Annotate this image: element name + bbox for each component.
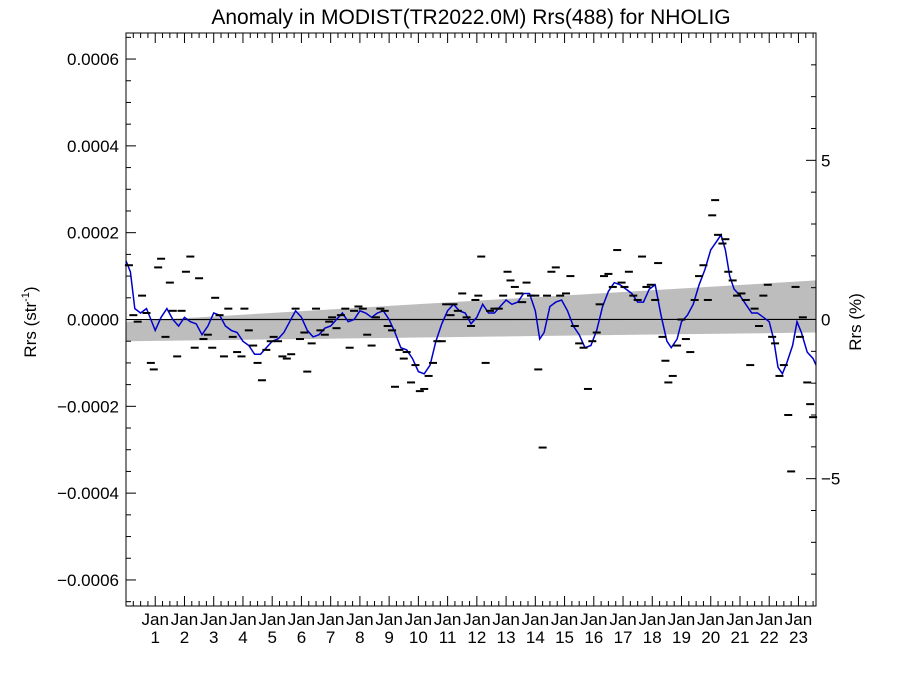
x-tick-label-month: Jan [258, 610, 285, 629]
y2-tick-label: 5 [821, 151, 830, 170]
x-tick-label-year: 21 [731, 628, 750, 647]
x-tick-label-year: 2 [180, 628, 189, 647]
data-points-layer [124, 199, 818, 473]
x-tick-label-year: 19 [672, 628, 691, 647]
y-tick-label: −0.0006 [57, 571, 119, 590]
right-y-axis: 5 0 −5 [806, 64, 840, 575]
y-tick-label: −0.0004 [57, 484, 119, 503]
x-tick-label-month: Jan [375, 610, 402, 629]
x-tick-label-year: 10 [409, 628, 428, 647]
x-tick-label-month: Jan [551, 610, 578, 629]
x-tick-label-month: Jan [142, 610, 169, 629]
x-tick-label-month: Jan [434, 610, 461, 629]
x-tick-label-month: Jan [639, 610, 666, 629]
y-tick-label: −0.0002 [57, 397, 119, 416]
smooth-series-line [125, 233, 817, 376]
x-tick-label-year: 4 [238, 628, 247, 647]
y-tick-label: 0.0002 [67, 224, 119, 243]
x-tick-label-year: 15 [555, 628, 574, 647]
x-tick-label-month: Jan [171, 610, 198, 629]
x-tick-label-year: 20 [701, 628, 720, 647]
x-tick-label-month: Jan [317, 610, 344, 629]
x-tick-label-month: Jan [288, 610, 315, 629]
x-tick-label-month: Jan [785, 610, 812, 629]
x-tick-label-month: Jan [726, 610, 753, 629]
y-axis-label-main: Rrs (str [21, 302, 40, 358]
x-tick-label-year: 8 [355, 628, 364, 647]
y-tick-label: 0.0004 [67, 137, 119, 156]
x-tick-label-year: 23 [789, 628, 808, 647]
x-tick-label-year: 1 [151, 628, 160, 647]
smooth-line-layer [125, 233, 817, 376]
x-tick-label-month: Jan [756, 610, 783, 629]
y2-tick-label: 0 [821, 311, 830, 330]
x-tick-label-year: 18 [643, 628, 662, 647]
y-axis-label: Rrs (str-1) [20, 286, 40, 357]
left-y-axis: 0.0006 0.0004 0.0002 0.0000 −0.0002 −0.0004 −0… [57, 36, 136, 603]
x-tick-label-month: Jan [346, 610, 373, 629]
x-axis: Jan1Jan2Jan3Jan4Jan5Jan6Jan7Jan8Jan9Jan1… [132, 33, 814, 647]
x-tick-label-year: 5 [267, 628, 276, 647]
x-tick-label-month: Jan [405, 610, 432, 629]
x-tick-label-year: 13 [497, 628, 516, 647]
x-tick-label-month: Jan [580, 610, 607, 629]
x-tick-label-year: 14 [526, 628, 545, 647]
x-tick-label-month: Jan [609, 610, 636, 629]
y-axis-label-superscript: -1 [20, 292, 32, 302]
y-tick-label: 0.0006 [67, 50, 119, 69]
x-tick-label-year: 7 [326, 628, 335, 647]
x-tick-label-year: 6 [297, 628, 306, 647]
x-tick-label-month: Jan [463, 610, 490, 629]
x-tick-label-year: 12 [467, 628, 486, 647]
x-tick-label-year: 22 [760, 628, 779, 647]
y2-tick-label: −5 [821, 470, 840, 489]
x-tick-label-year: 11 [439, 628, 457, 647]
confidence-band [126, 280, 816, 342]
y-tick-label: 0.0000 [67, 311, 119, 330]
x-tick-label-month: Jan [492, 610, 519, 629]
x-tick-label-month: Jan [697, 610, 724, 629]
x-tick-label-month: Jan [668, 610, 695, 629]
confidence-band-layer [126, 280, 816, 342]
x-tick-label-year: 17 [614, 628, 633, 647]
x-tick-label-month: Jan [200, 610, 227, 629]
x-tick-label-month: Jan [229, 610, 256, 629]
y2-axis-label: Rrs (%) [846, 293, 865, 351]
x-tick-label-month: Jan [522, 610, 549, 629]
y-axis-label-close: ) [21, 286, 40, 292]
x-tick-label-year: 16 [584, 628, 603, 647]
x-tick-label-year: 3 [209, 628, 218, 647]
chart-title: Anomaly in MODIST(TR2022.0M) Rrs(488) fo… [211, 6, 730, 29]
x-tick-label-year: 9 [384, 628, 393, 647]
